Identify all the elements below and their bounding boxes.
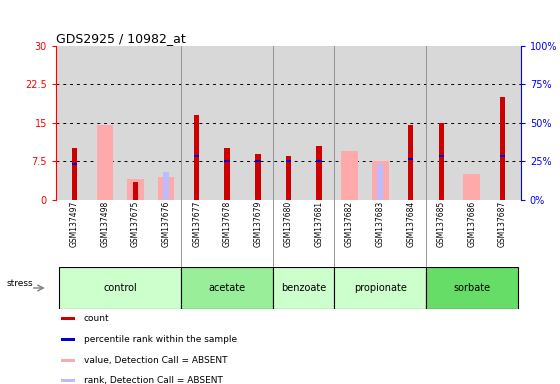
Bar [225,161,230,162]
Text: GSM137687: GSM137687 [498,201,507,247]
Bar [273,267,334,309]
Text: propionate: propionate [354,283,407,293]
Bar [377,164,383,200]
Bar [438,155,444,157]
Bar [127,179,144,200]
Bar [500,155,505,157]
Bar [60,338,74,341]
Text: GSM137675: GSM137675 [131,201,140,247]
Bar [500,97,505,200]
Bar [372,161,389,200]
Text: GSM137682: GSM137682 [345,201,354,247]
Text: acetate: acetate [209,283,246,293]
Text: benzoate: benzoate [281,283,326,293]
Bar [426,267,518,309]
Bar [133,182,138,200]
Bar [59,267,181,309]
Text: GSM137677: GSM137677 [192,201,201,247]
Bar [60,379,74,382]
Bar [181,267,273,309]
Bar [316,161,322,162]
Text: rank, Detection Call = ABSENT: rank, Detection Call = ABSENT [84,376,223,384]
Bar [60,317,74,320]
Text: GSM137497: GSM137497 [70,201,79,247]
Text: GSM137685: GSM137685 [437,201,446,247]
Text: percentile rank within the sample: percentile rank within the sample [84,334,237,344]
Text: count: count [84,314,110,323]
Text: GSM137681: GSM137681 [315,201,324,247]
Bar [334,267,426,309]
Text: GSM137680: GSM137680 [284,201,293,247]
Bar [164,172,169,200]
Text: stress: stress [6,279,33,288]
Text: GSM137678: GSM137678 [223,201,232,247]
Bar [225,149,230,200]
Bar [158,177,175,200]
Bar [194,115,199,200]
Bar [72,149,77,200]
Bar [96,126,113,200]
Text: value, Detection Call = ABSENT: value, Detection Call = ABSENT [84,356,227,364]
Bar [255,161,260,162]
Bar [255,154,260,200]
Text: GSM137686: GSM137686 [468,201,477,247]
Bar [286,156,291,200]
Bar [341,151,358,200]
Text: GSM137683: GSM137683 [376,201,385,247]
Text: GSM137684: GSM137684 [406,201,415,247]
Text: GSM137676: GSM137676 [162,201,171,247]
Bar [286,161,291,162]
Text: sorbate: sorbate [453,283,491,293]
Bar [408,126,413,200]
Text: GSM137498: GSM137498 [100,201,109,247]
Bar [60,359,74,362]
Text: GDS2925 / 10982_at: GDS2925 / 10982_at [56,32,186,45]
Bar [464,174,480,200]
Bar [72,163,77,165]
Text: GSM137679: GSM137679 [253,201,262,247]
Bar [408,158,413,160]
Bar [194,155,199,157]
Bar [316,146,322,200]
Text: control: control [104,283,137,293]
Bar [438,123,444,200]
